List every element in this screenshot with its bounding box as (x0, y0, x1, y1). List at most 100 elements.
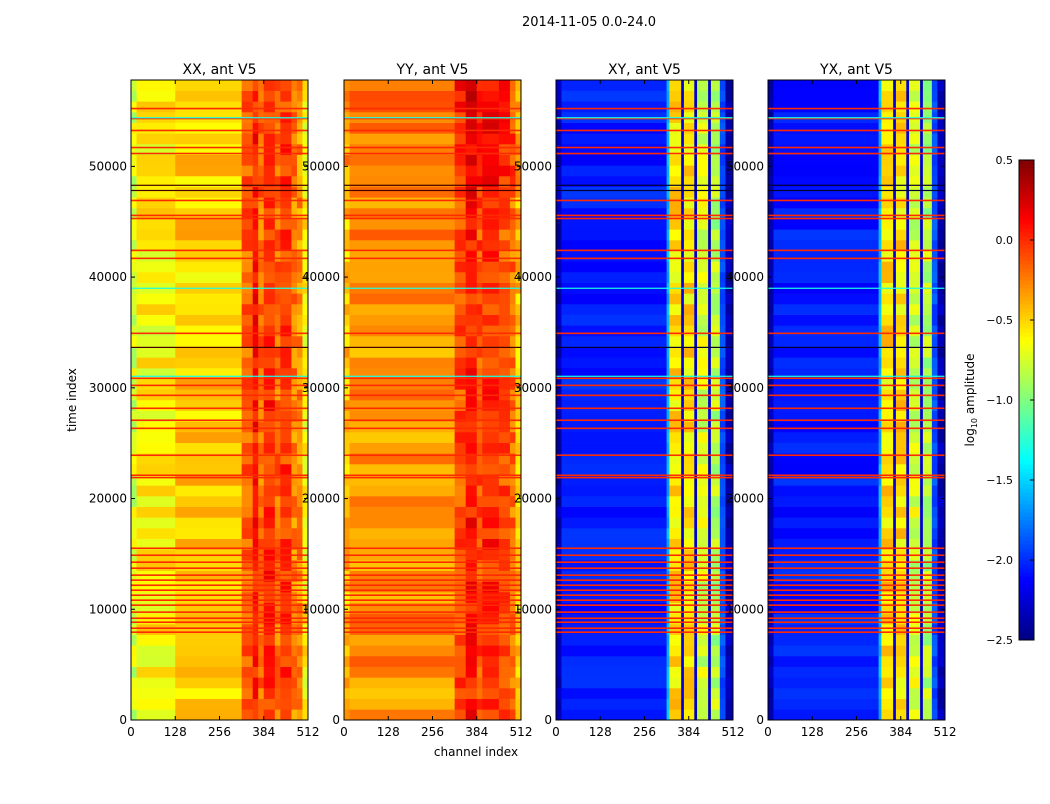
heatmap-cell (476, 165, 483, 177)
heatmap-cell (274, 506, 281, 518)
flag-row-red (344, 152, 521, 155)
heatmap-cell (906, 634, 910, 646)
heatmap-cell (669, 538, 682, 550)
heatmap-cell (681, 528, 685, 539)
colorbar-swatch (1019, 468, 1034, 473)
heatmap-cell (893, 133, 897, 145)
heatmap-cell (561, 304, 667, 315)
heatmap-cell (509, 432, 516, 443)
heatmap-cell (697, 304, 709, 315)
heatmap-cell (241, 101, 253, 113)
heatmap-cell (136, 122, 176, 134)
heatmap-cell (454, 666, 466, 678)
heatmap-cell (344, 506, 350, 518)
colorbar-swatch (1019, 224, 1034, 229)
heatmap-cell (175, 154, 242, 166)
heatmap-cell (476, 560, 483, 571)
flag-row-red (344, 594, 521, 597)
heatmap-cell (454, 229, 466, 241)
heatmap-cell (920, 314, 924, 326)
heatmap-cell (708, 122, 712, 134)
heatmap-cell (773, 154, 879, 166)
heatmap-cell (922, 709, 933, 721)
heatmap-cell (878, 261, 882, 273)
heatmap-cell (296, 581, 303, 593)
heatmap-cell (291, 272, 298, 283)
heatmap-cell (895, 165, 907, 177)
heatmap-cell (136, 346, 176, 358)
heatmap-cell (476, 229, 483, 241)
heatmap-cell (881, 176, 894, 187)
heatmap-cell (509, 442, 516, 454)
heatmap-cell (937, 485, 946, 497)
heatmap-cell (683, 645, 695, 657)
heatmap-cell (465, 581, 478, 593)
flag-row-red (131, 332, 308, 335)
heatmap-cell (258, 314, 265, 326)
heatmap-cell (710, 229, 721, 241)
heatmap-cell (349, 634, 455, 646)
flag-row-red (344, 129, 521, 132)
heatmap-cell (683, 325, 695, 337)
heatmap-cell (937, 538, 946, 550)
heatmap-cell (258, 218, 265, 230)
colorbar-swatch (1019, 428, 1034, 433)
heatmap-cell (694, 634, 698, 646)
heatmap (768, 80, 946, 721)
heatmap (131, 80, 309, 721)
heatmap-cell (252, 688, 259, 699)
heatmap-cell (302, 314, 309, 326)
heatmap-cell (909, 229, 921, 241)
heatmap-cell (931, 496, 938, 507)
heatmap-cell (719, 314, 726, 326)
heatmap-cell (881, 261, 894, 273)
heatmap-cell (773, 432, 879, 443)
heatmap-cell (454, 272, 466, 283)
flag-row-red (768, 631, 945, 633)
heatmap-cell (666, 496, 670, 507)
heatmap-cell (878, 250, 882, 262)
heatmap-cell (252, 80, 259, 91)
heatmap-cell (465, 624, 478, 635)
heatmap-cell (710, 666, 721, 678)
heatmap-cell (725, 186, 734, 198)
heatmap-cell (241, 538, 253, 550)
heatmap-cell (773, 304, 879, 315)
heatmap-cell (906, 517, 910, 529)
heatmap-cell (681, 229, 685, 241)
heatmap-cell (465, 197, 478, 209)
heatmap-cell (291, 101, 298, 113)
heatmap-cell (881, 634, 894, 646)
heatmap-cell (922, 346, 933, 358)
heatmap-cell (937, 560, 946, 571)
heatmap-cell (498, 410, 511, 422)
heatmap-cell (561, 634, 667, 646)
heatmap-cell (697, 528, 709, 539)
heatmap-cell (666, 80, 670, 91)
heatmap-cell (920, 421, 924, 433)
heatmap-cell (683, 144, 695, 155)
heatmap-cell (895, 624, 907, 635)
heatmap-cell (482, 240, 500, 251)
heatmap-cell (922, 272, 933, 283)
heatmap-cell (175, 698, 242, 710)
heatmap-cell (274, 538, 281, 550)
colorbar-swatch (1019, 228, 1034, 233)
heatmap-cell (252, 421, 259, 433)
heatmap-cell (881, 346, 894, 358)
heatmap-cell (131, 90, 137, 102)
heatmap-cell (710, 464, 721, 475)
heatmap-cell (274, 432, 281, 443)
heatmap-cell (476, 336, 483, 347)
heatmap-cell (906, 325, 910, 337)
panel-title: XX, ant V5 (183, 62, 257, 78)
heatmap-cell (710, 208, 721, 219)
colorbar-swatch (1019, 540, 1034, 545)
colorbar-swatch (1019, 216, 1034, 221)
heatmap-cell (697, 698, 709, 710)
heatmap-cell (509, 496, 516, 507)
y-tick-label: 40000 (89, 270, 127, 284)
heatmap-cell (498, 666, 511, 678)
heatmap-cell (302, 400, 309, 411)
